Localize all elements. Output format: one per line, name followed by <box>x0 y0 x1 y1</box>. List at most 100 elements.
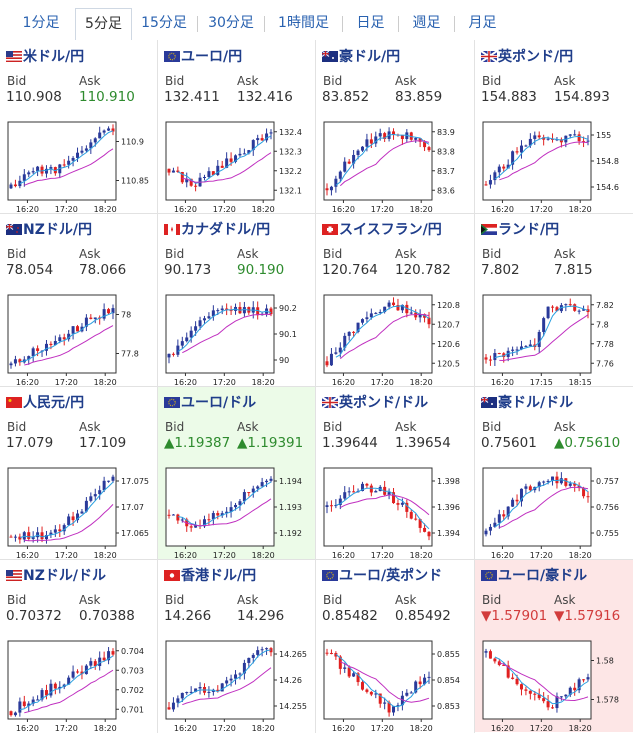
candle-body <box>365 317 369 320</box>
pair-name: スイスフラン/円 <box>339 222 442 238</box>
candlestick-chart[interactable]: 90.2 90.1 90 16:20 17:20 18:20 <box>162 291 314 387</box>
candle-body <box>542 481 546 483</box>
tab-label: 週足 <box>412 15 441 31</box>
x-tick-label: 17:20 <box>213 724 236 733</box>
candlestick-chart[interactable]: 1.398 1.396 1.394 16:20 17:20 18:20 <box>320 464 472 560</box>
pair-title[interactable]: スイスフラン/円 <box>322 219 442 239</box>
candle-body <box>400 695 404 706</box>
bid-label: Bid <box>7 420 27 434</box>
candle-body <box>352 491 356 493</box>
y-tick-label: 14.255 <box>279 702 307 711</box>
candle-body <box>488 526 492 531</box>
us-flag-icon <box>6 50 22 62</box>
pair-title[interactable]: ユーロ/円 <box>164 46 242 66</box>
y-tick-label: 110.9 <box>121 138 144 147</box>
y-tick-label: 132.2 <box>279 167 302 176</box>
pair-title[interactable]: 香港ドル/円 <box>164 565 256 585</box>
pair-title[interactable]: カナダドル/円 <box>164 219 270 239</box>
candle-body <box>216 513 220 516</box>
pair-title[interactable]: 豪ドル/円 <box>321 46 400 66</box>
candle-body <box>89 317 93 319</box>
candle-body <box>84 148 88 151</box>
candle-body <box>13 536 17 538</box>
candle-body <box>76 513 80 521</box>
candle-body <box>374 312 378 314</box>
pair-title[interactable]: ユーロ/ドル <box>164 392 256 412</box>
candlestick-chart[interactable]: 120.8 120.7 120.6 120.5 16:20 17:20 18:20 <box>320 291 472 387</box>
candle-body <box>229 310 233 312</box>
tab-0[interactable]: 1分足 <box>8 8 74 38</box>
candle-body <box>551 476 555 481</box>
candlestick-chart[interactable]: 83.9 83.8 83.7 83.6 16:20 17:20 18:20 <box>320 118 472 214</box>
pair-title[interactable]: NZドル/円 <box>5 219 92 239</box>
candle-body <box>13 712 17 716</box>
tab-1[interactable]: 5分足 <box>75 8 132 41</box>
candle-body <box>225 158 229 168</box>
pair-title[interactable]: ユーロ/英ポンド <box>322 565 442 585</box>
currency-pair-card: 豪ドル/ドル Bid Ask 0.75601 ▲0.75610 0.757 0.756 0.7… <box>475 386 633 560</box>
candlestick-chart[interactable]: 110.9 110.85 16:20 17:20 18:20 <box>4 118 156 214</box>
x-tick-label: 17:20 <box>213 378 236 387</box>
pair-title[interactable]: 豪ドル/ドル <box>480 392 573 412</box>
tab-label: 月足 <box>468 15 497 31</box>
hk-flag-icon <box>164 569 180 581</box>
candle-body <box>58 529 62 532</box>
ch-flag-icon <box>322 223 338 235</box>
candlestick-chart[interactable]: 17.075 17.07 17.065 16:20 17:20 18:20 <box>4 464 156 560</box>
pair-title[interactable]: ランド/円 <box>481 219 559 239</box>
candlestick-chart[interactable]: 155 154.8 154.6 16:20 17:20 18:20 <box>479 118 631 214</box>
pair-title[interactable]: NZドル/ドル <box>6 565 106 585</box>
candlestick-chart[interactable]: 1.194 1.193 1.192 16:20 17:20 18:20 <box>162 464 314 560</box>
candle-body <box>555 307 559 312</box>
y-tick-label: 90.2 <box>279 304 297 313</box>
candle-body <box>22 701 26 707</box>
y-tick-label: 0.757 <box>596 477 619 486</box>
tab-5[interactable]: 日足 <box>343 8 399 38</box>
candle-body <box>247 657 251 663</box>
plot-frame <box>165 467 275 547</box>
candle-body <box>9 536 13 538</box>
candlestick-chart[interactable]: 78 77.8 16:20 17:20 18:20 <box>4 291 156 387</box>
candle-body <box>533 693 537 695</box>
y-tick-label: 77.8 <box>121 350 139 359</box>
candle-body <box>111 308 115 314</box>
tab-7[interactable]: 月足 <box>455 8 510 38</box>
candlestick-chart[interactable]: 0.855 0.854 0.853 16:20 17:20 18:20 <box>320 637 472 733</box>
tab-2[interactable]: 15分足 <box>131 8 198 38</box>
candle-body <box>392 131 396 135</box>
tab-3[interactable]: 30分足 <box>198 8 265 38</box>
pair-title[interactable]: 英ポンド/ドル <box>321 392 428 412</box>
pair-title[interactable]: ユーロ/豪ドル <box>481 565 587 585</box>
pair-title[interactable]: 米ドル/円 <box>6 46 84 66</box>
candle-body <box>67 160 71 165</box>
candle-body <box>84 500 88 512</box>
currency-pair-card: 香港ドル/円 Bid Ask 14.266 14.296 14.265 14.26 14.25… <box>158 559 316 733</box>
candle-body <box>497 166 501 173</box>
pair-title[interactable]: 英ポンド/円 <box>480 46 573 66</box>
candle-body <box>537 331 541 347</box>
tab-4[interactable]: 1時間足 <box>265 8 343 38</box>
candle-body <box>207 691 211 693</box>
candlestick-chart[interactable]: 7.82 7.8 7.78 7.76 16:20 17:15 18:15 <box>479 291 631 387</box>
pair-title[interactable]: 人民元/円 <box>6 392 84 412</box>
ask-label: Ask <box>554 247 576 261</box>
candle-body <box>360 146 364 151</box>
candlestick-chart[interactable]: 1.58 1.578 16:20 17:20 18:20 <box>479 637 631 733</box>
bid-value: 0.70372 <box>6 608 62 624</box>
candlestick-chart[interactable]: 132.4 132.3 132.2 132.1 16:20 17:20 18:20 <box>162 118 314 214</box>
candle-body <box>405 502 409 512</box>
tab-6[interactable]: 週足 <box>399 8 455 38</box>
candlestick-chart[interactable]: 0.757 0.756 0.755 16:20 17:20 18:20 <box>479 464 631 560</box>
candle-body <box>329 505 333 507</box>
plot-frame <box>323 640 433 720</box>
bid-label: Bid <box>165 247 185 261</box>
candle-body <box>568 687 572 695</box>
currency-pair-card: 豪ドル/円 Bid Ask 83.852 83.859 83.9 83.8 83.7 83.6 1… <box>316 40 474 214</box>
ask-label: Ask <box>237 593 259 607</box>
candle-body <box>89 496 93 501</box>
candlestick-chart[interactable]: 0.704 0.703 0.702 0.701 16:20 17:20 18:20 <box>4 637 156 733</box>
ma-fast-line <box>335 653 430 708</box>
candle-body <box>334 178 338 187</box>
candlestick-chart[interactable]: 14.265 14.26 14.255 16:20 17:20 18:20 <box>162 637 314 733</box>
candle-body <box>497 353 501 355</box>
